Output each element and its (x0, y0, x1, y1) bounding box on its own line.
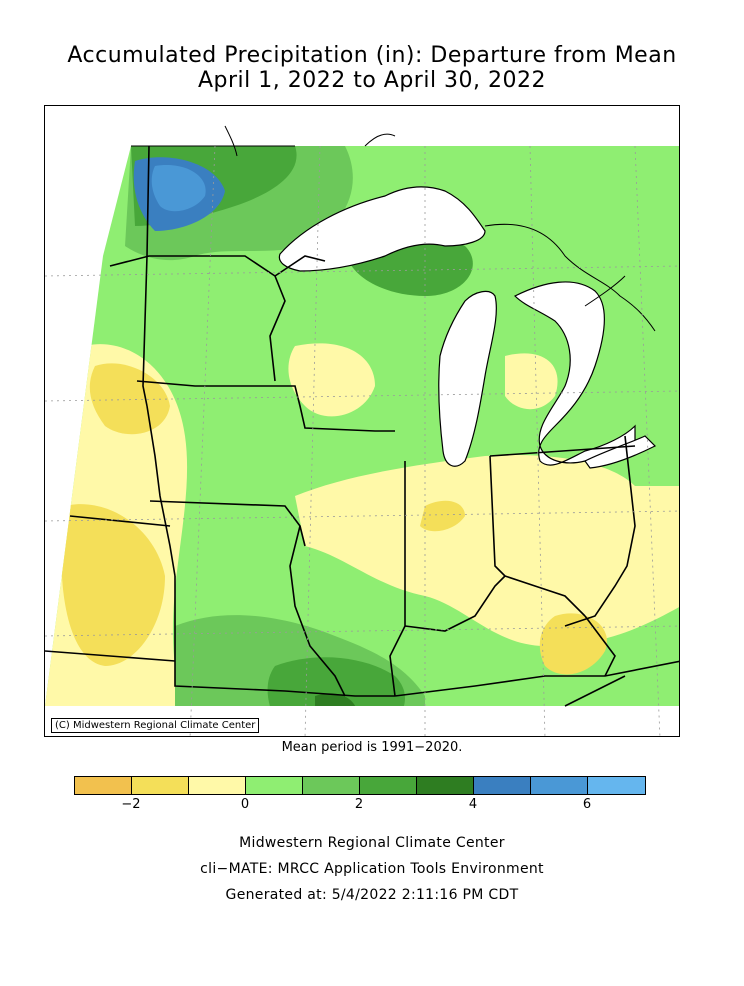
mean-period-note: Mean period is 1991−2020. (281, 740, 463, 755)
color-legend (74, 776, 646, 795)
copyright-label: (C) Midwestern Regional Climate Center (51, 718, 260, 733)
legend-bin (417, 777, 474, 794)
legend-bin (474, 777, 531, 794)
precip-field (45, 146, 679, 706)
state-borders (45, 145, 679, 707)
legend-bin (588, 777, 645, 794)
map-title: Accumulated Precipitation (in): Departur… (67, 43, 677, 68)
legend-bin (246, 777, 303, 794)
legend-tick-label: 4 (468, 797, 478, 812)
legend-tick-label: −2 (121, 797, 141, 812)
canada-outline (131, 125, 656, 332)
legend-tick-label: 0 (240, 797, 250, 812)
footer-generated: Generated at: 5/4/2022 2:11:16 PM CDT (225, 887, 519, 903)
legend-tick-label: 6 (582, 797, 592, 812)
legend-bin (360, 777, 417, 794)
legend-bin (531, 777, 588, 794)
legend-tick-label: 2 (354, 797, 364, 812)
legend-bin (303, 777, 360, 794)
map-subtitle: April 1, 2022 to April 30, 2022 (197, 68, 547, 93)
legend-bin (75, 777, 132, 794)
footer-org: Midwestern Regional Climate Center (239, 835, 505, 851)
precipitation-map: (C) Midwestern Regional Climate Center (44, 105, 680, 737)
legend-bin (189, 777, 246, 794)
great-lakes (278, 186, 657, 469)
graticule (45, 145, 679, 736)
legend-bin (132, 777, 189, 794)
footer-tool: cli−MATE: MRCC Application Tools Environ… (200, 861, 544, 877)
map-graphic (45, 125, 679, 736)
